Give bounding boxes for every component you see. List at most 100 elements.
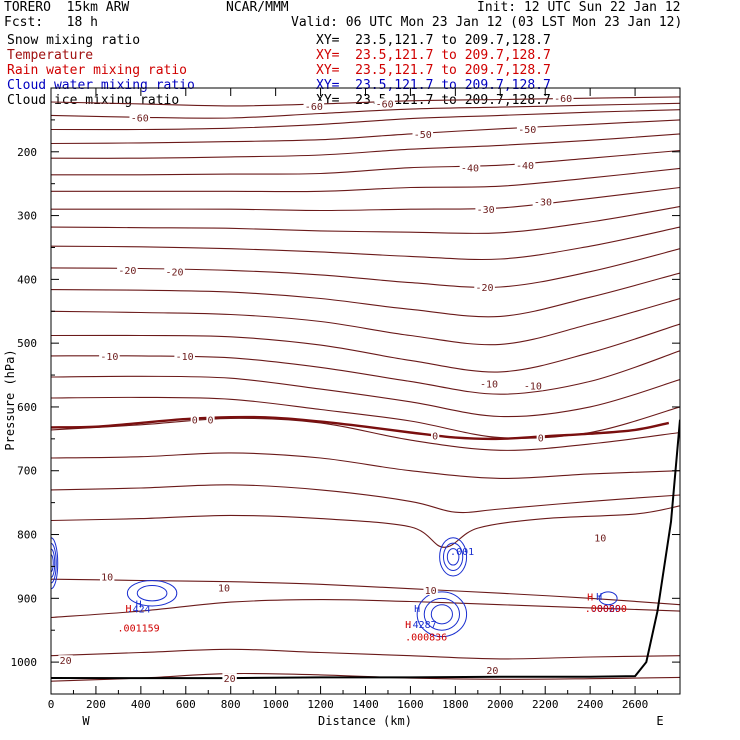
header-valid: Valid: 06 UTC Mon 23 Jan 12 (03 LST Mon … <box>291 15 683 30</box>
cloud-water-contour-1-0 <box>126 579 178 607</box>
cloud-water-contour-0-3 <box>51 554 54 573</box>
contour-labels: -60 -60 -60 -60 -50 -50 -40 -40 -30 -30 -20 -20 -20 -… <box>58 93 627 685</box>
rain-water-label-1: .001159 <box>118 624 160 635</box>
header-center: NCAR/MMM <box>226 0 289 15</box>
rain-water-label-3: .000836 <box>405 633 447 644</box>
x-tick-label-10: 2000 <box>487 698 514 711</box>
header-init: Init: 12 UTC Sun 22 Jan 12 <box>477 0 681 15</box>
field-name-temperature: Temperature <box>7 48 94 63</box>
isotherm-label-14: -10 <box>176 352 194 363</box>
cloud-water-label-0: H <box>136 599 142 610</box>
isotherm-label-13: -10 <box>100 352 118 363</box>
x-axis-west-label: W <box>82 714 90 728</box>
isotherm-line-8 <box>51 206 680 235</box>
y-tick-label-3: 500 <box>17 337 37 350</box>
x-tick-label-11: 2200 <box>532 698 559 711</box>
x-tick-label-2: 400 <box>131 698 151 711</box>
cloud-water-label-2: H <box>596 592 602 603</box>
y-tick-label-7: 900 <box>17 592 37 605</box>
isotherm-label-bg-26 <box>222 673 237 684</box>
isotherm-label-bg-16 <box>522 380 544 391</box>
isotherm-label-21: 10 <box>101 573 113 584</box>
isotherm-label-15: -10 <box>480 379 498 390</box>
cloud-water-contour-0-1 <box>51 542 57 584</box>
terrain-line <box>51 419 680 680</box>
x-tick-label-13: 2600 <box>622 698 649 711</box>
cloud-water-contour-2-1 <box>442 542 464 572</box>
isotherm-label-bg-23 <box>423 585 438 596</box>
cloud-water-contour-1-1 <box>136 585 168 602</box>
isotherm-label-25: 20 <box>60 656 72 667</box>
isotherm-line-16 <box>51 396 680 439</box>
x-tick-label-4: 800 <box>221 698 241 711</box>
y-tick-label-5: 700 <box>17 465 37 478</box>
isotherm-label-26: 20 <box>224 674 236 685</box>
terrain-surface <box>51 419 680 680</box>
y-tick-label-8: 1000 <box>11 656 38 669</box>
x-axis-title: Distance (km) <box>318 714 412 728</box>
isotherm-label-7: -40 <box>516 161 534 172</box>
isotherm-label-18: 0 <box>207 416 213 427</box>
isotherm-line-6 <box>51 167 680 193</box>
cloud-water-contour-2-0 <box>439 537 468 577</box>
axes: 0 200 400 600 800 1000 1200 1400 1600 1800 2000 220… <box>11 88 680 711</box>
isotherm-label-bg-11 <box>164 266 185 277</box>
y-tick-label-4: 600 <box>17 401 37 414</box>
isotherm-label-19: 0 <box>432 432 438 443</box>
rain-water-label-5: .000690 <box>585 604 627 615</box>
isotherm-label-bg-14 <box>174 350 195 361</box>
isotherm-label-27: 20 <box>486 666 498 677</box>
isotherm-label-bg-21 <box>99 571 115 582</box>
x-axis-east-label: E <box>656 714 663 728</box>
isotherm-label-9: -30 <box>534 198 552 209</box>
isotherm-label-bg-18 <box>206 414 215 425</box>
isotherm-label-bg-15 <box>478 378 500 389</box>
isotherm-label-20: 0 <box>538 434 544 445</box>
isotherm-label-bg-24 <box>593 532 608 543</box>
isotherm-label-bg-20 <box>536 432 545 443</box>
field-name-cloud-water: Cloud water mixing ratio <box>7 78 195 93</box>
x-tick-label-1: 200 <box>86 698 106 711</box>
isotherm-line-5 <box>51 149 680 176</box>
isotherm-label-bg-17 <box>190 414 199 425</box>
isotherm-label-bg-19 <box>431 430 440 441</box>
isotherm-label-11: -20 <box>166 268 184 279</box>
isotherm-label-bg-22 <box>216 582 232 593</box>
rain-water-label-4: H <box>587 592 593 603</box>
isotherm-label-0: -60 <box>305 102 323 113</box>
rain-water-label-0: H <box>125 604 131 615</box>
x-tick-label-12: 2400 <box>577 698 604 711</box>
isotherm-label-5: -50 <box>518 125 536 136</box>
isotherm-label-bg-5 <box>516 123 538 134</box>
cloud-water-contour-3-0 <box>416 591 468 638</box>
cloud-water-contour-3-2 <box>430 604 453 625</box>
isotherm-label-4: -50 <box>414 130 432 141</box>
x-tick-label-7: 1400 <box>352 698 379 711</box>
cloud-water-label-1: H <box>414 604 420 615</box>
isotherm-label-bg-6 <box>459 162 481 173</box>
isotherm-line-19 <box>51 484 680 514</box>
y-tick-label-1: 300 <box>17 210 37 223</box>
cloud-water-contour-2-2 <box>446 548 460 566</box>
isotherm-line-15 <box>51 375 680 418</box>
field-name-snow: Snow mixing ratio <box>7 33 141 48</box>
y-axis-title: Pressure (hPa) <box>3 349 17 450</box>
isotherm-line-10 <box>51 248 680 288</box>
x-tick-label-9: 1800 <box>442 698 469 711</box>
field-name-rain: Rain water mixing ratio <box>7 63 188 78</box>
rain-water-label-2: H <box>405 620 411 631</box>
field-xy-rain: XY= 23.5,121.7 to 209.7,128.7 <box>316 63 551 78</box>
isotherm-lines <box>51 96 680 682</box>
isotherm-line-14 <box>51 350 680 395</box>
isotherm-line-11 <box>51 272 680 318</box>
isotherm-zero-line <box>51 415 670 441</box>
isotherm-line-2 <box>51 109 680 131</box>
header-fcst: Fcst: 18 h <box>4 15 98 30</box>
isotherm-label-bg-4 <box>412 128 434 139</box>
isotherm-label-bg-9 <box>532 196 554 207</box>
isotherm-line-18 <box>51 452 680 479</box>
isotherm-label-6: -40 <box>461 164 479 175</box>
field-xy-temperature: XY= 23.5,121.7 to 209.7,128.7 <box>316 48 551 63</box>
isotherm-line-12 <box>51 297 680 346</box>
isotherm-line-23 <box>51 648 680 660</box>
